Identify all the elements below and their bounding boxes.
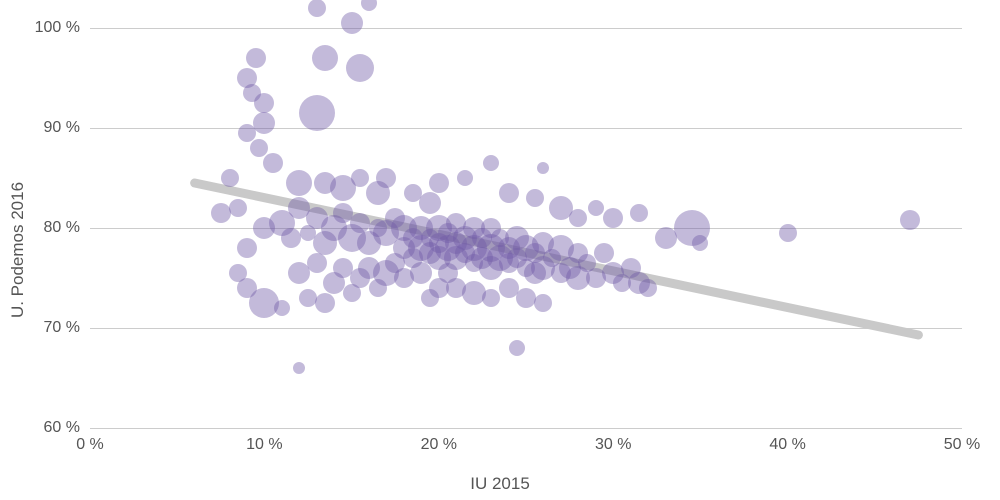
y-tick-label: 80 %: [44, 219, 90, 237]
x-tick-label: 20 %: [421, 428, 457, 454]
data-point: [429, 173, 449, 193]
data-point: [246, 48, 266, 68]
plot-area: 60 %70 %80 %90 %100 %0 %10 %20 %30 %40 %…: [90, 28, 962, 428]
data-point: [299, 289, 317, 307]
data-point: [274, 300, 290, 316]
data-point: [594, 243, 614, 263]
data-point: [900, 210, 920, 230]
data-point: [509, 340, 525, 356]
x-tick-label: 0 %: [76, 428, 104, 454]
data-point: [221, 169, 239, 187]
data-point: [263, 153, 283, 173]
data-point: [312, 45, 338, 71]
y-axis-title: U. Podemos 2016: [8, 182, 28, 318]
x-tick-label: 30 %: [595, 428, 631, 454]
data-point: [588, 200, 604, 216]
data-point: [410, 262, 432, 284]
data-point: [779, 224, 797, 242]
data-point: [286, 170, 312, 196]
data-point: [281, 228, 301, 248]
data-point: [630, 204, 648, 222]
data-point: [526, 189, 544, 207]
y-tick-label: 90 %: [44, 119, 90, 137]
data-point: [674, 210, 710, 246]
data-point: [350, 213, 370, 233]
data-point: [376, 168, 396, 188]
data-point: [307, 253, 327, 273]
data-point: [361, 0, 377, 11]
data-point: [229, 199, 247, 217]
data-point: [639, 279, 657, 297]
data-point: [351, 169, 369, 187]
data-point: [483, 155, 499, 171]
data-point: [419, 192, 441, 214]
y-tick-label: 100 %: [35, 19, 90, 37]
data-point: [569, 209, 587, 227]
data-point: [254, 93, 274, 113]
data-point: [293, 362, 305, 374]
data-point: [457, 170, 473, 186]
trend-line: [90, 28, 962, 428]
data-point: [499, 183, 519, 203]
x-tick-label: 40 %: [769, 428, 805, 454]
data-point: [253, 112, 275, 134]
data-point: [516, 288, 536, 308]
data-point: [346, 54, 374, 82]
y-tick-label: 70 %: [44, 319, 90, 337]
data-point: [238, 124, 256, 142]
data-point: [308, 0, 326, 17]
x-tick-label: 50 %: [944, 428, 980, 454]
x-axis-title: IU 2015: [470, 474, 530, 494]
data-point: [341, 12, 363, 34]
data-point: [537, 162, 549, 174]
data-point: [315, 293, 335, 313]
x-tick-label: 10 %: [246, 428, 282, 454]
data-point: [603, 208, 623, 228]
data-point: [299, 95, 335, 131]
data-point: [250, 139, 268, 157]
data-point: [211, 203, 231, 223]
data-point: [534, 294, 552, 312]
data-point: [482, 289, 500, 307]
gridline: [90, 428, 962, 429]
data-point: [237, 238, 257, 258]
scatter-chart: U. Podemos 2016 IU 2015 60 %70 %80 %90 %…: [0, 0, 1000, 500]
